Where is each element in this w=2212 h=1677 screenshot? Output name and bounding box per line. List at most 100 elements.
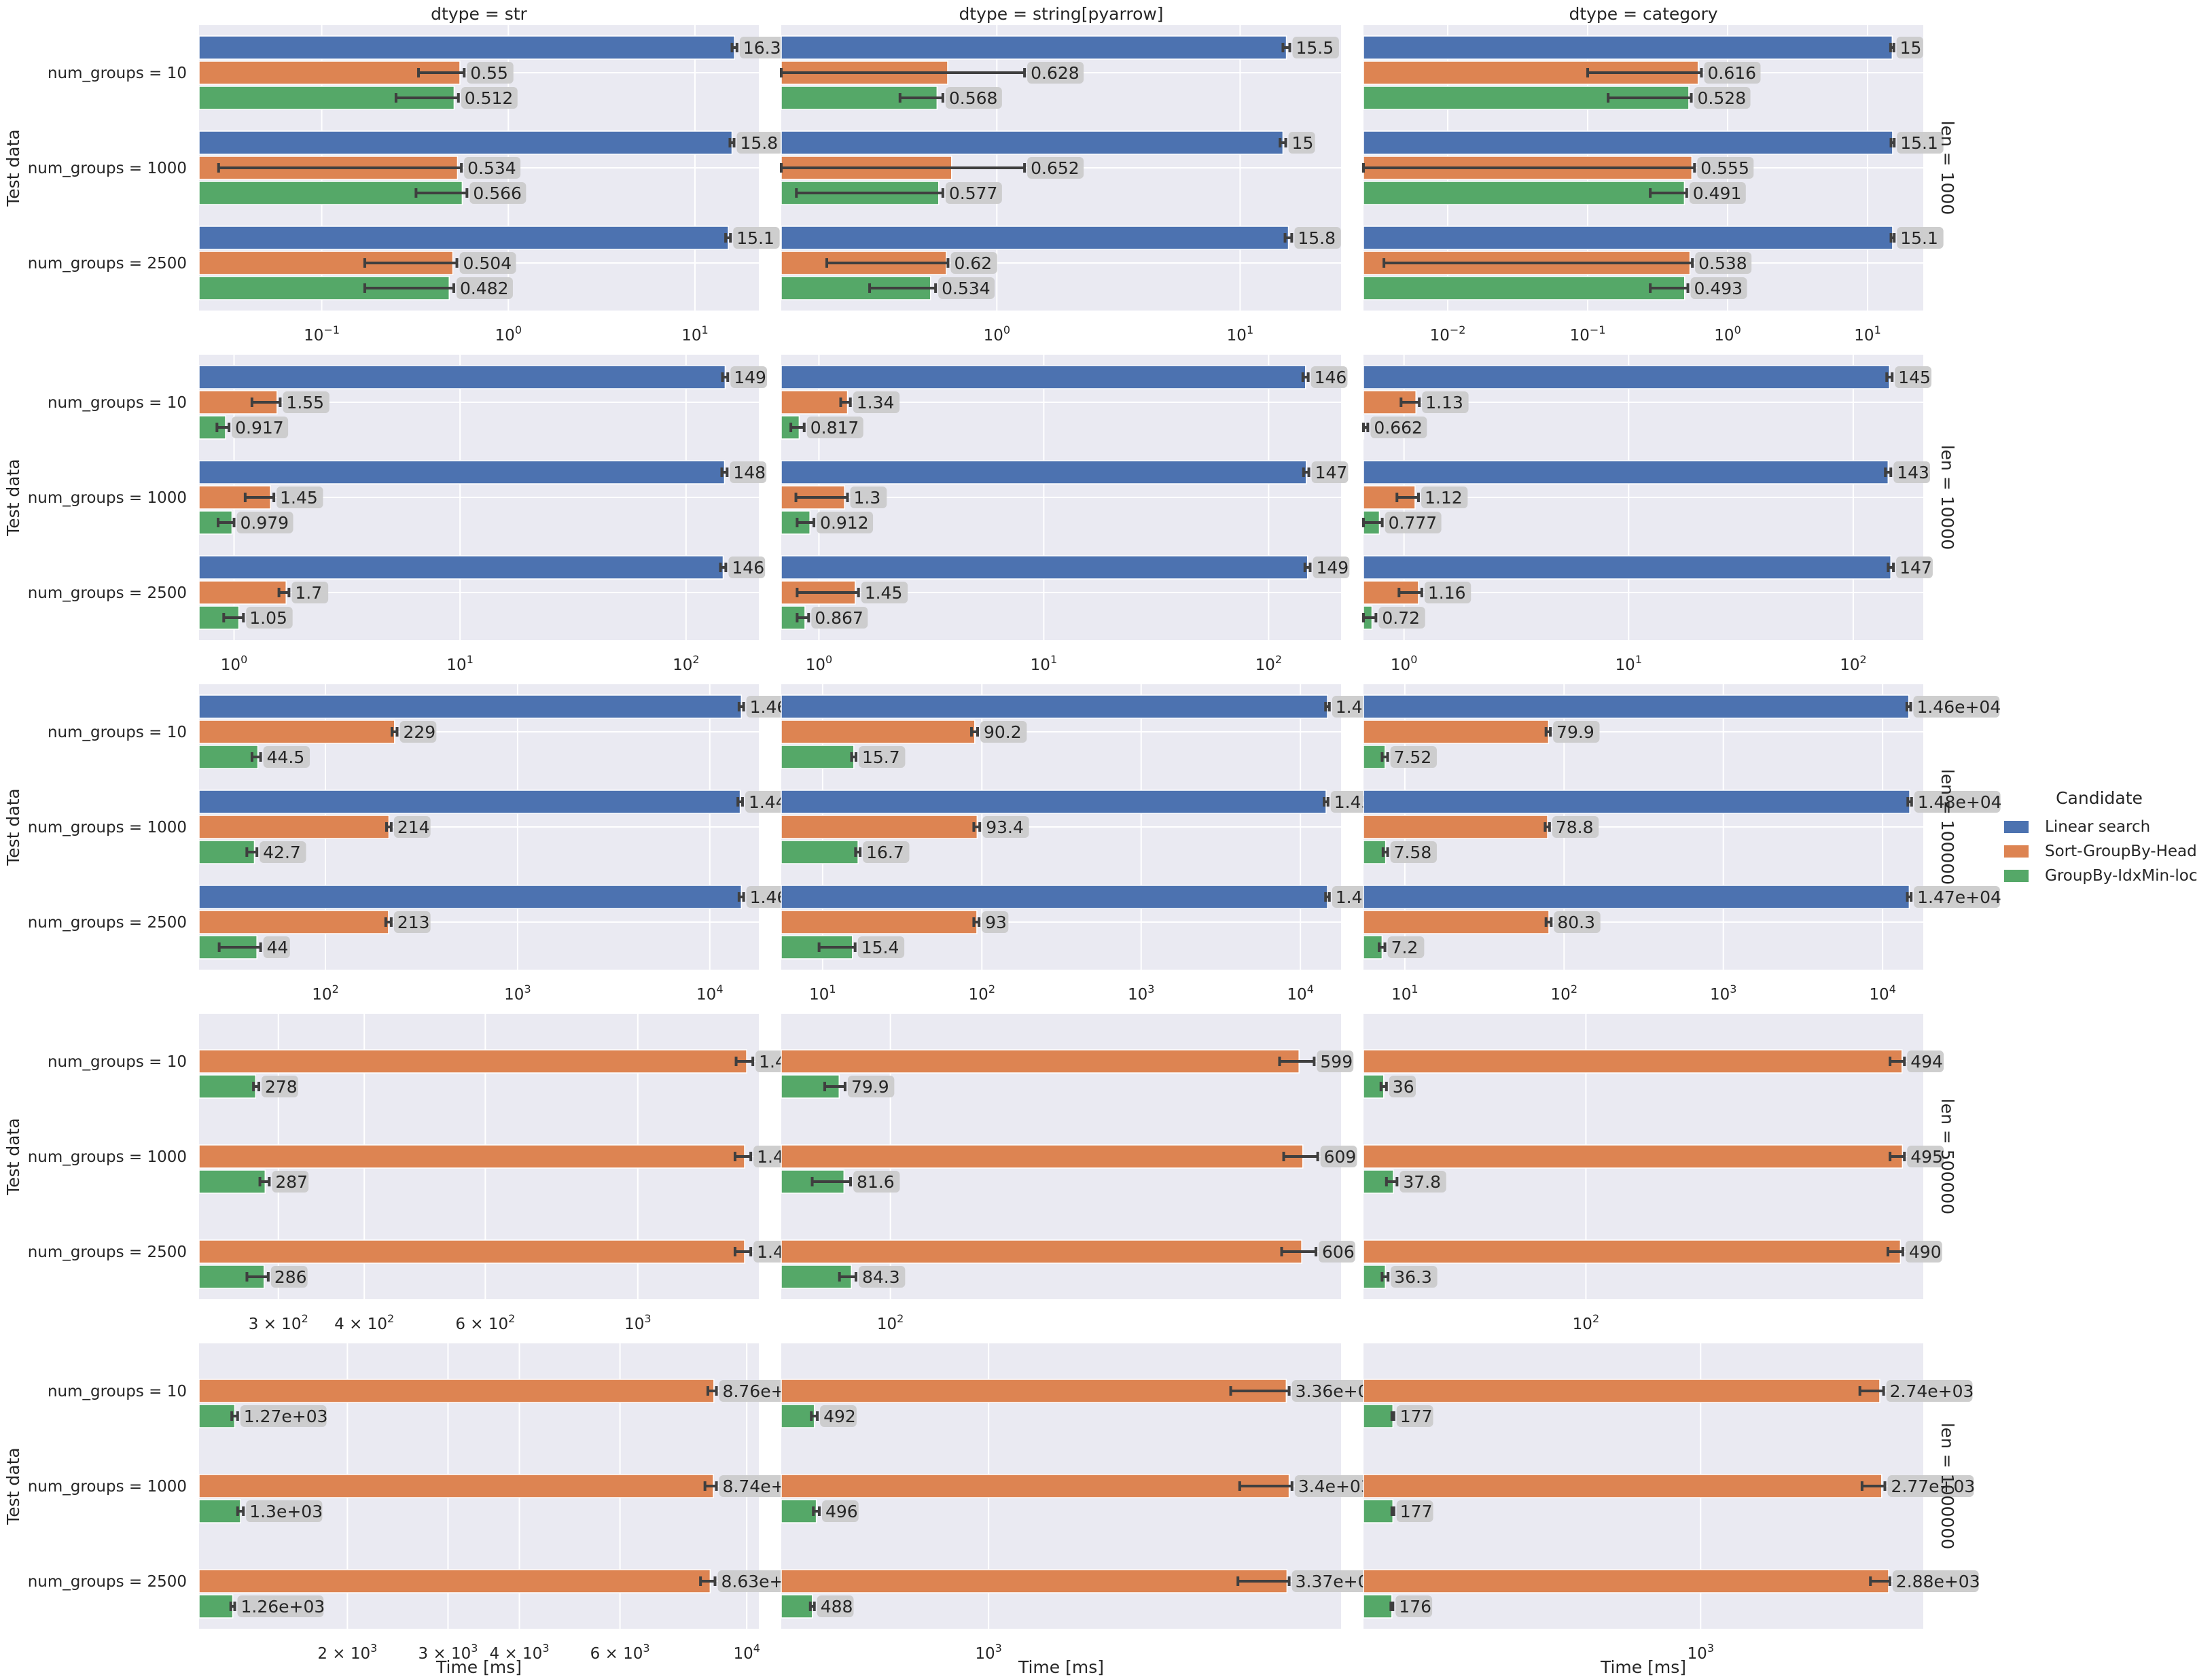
value-label-box (811, 607, 868, 629)
value-label: 0.504 (463, 253, 512, 273)
legend-swatch-groupby-idxmin-loc (2004, 870, 2029, 882)
bar-groupby-idxmin-loc (198, 1499, 241, 1523)
value-label: 1.3e+03 (249, 1502, 323, 1521)
value-label-box (728, 557, 766, 578)
value-label-box (237, 1595, 324, 1617)
value-label: 0.577 (949, 183, 998, 203)
value-label-box (820, 1405, 857, 1427)
bar-sort-groupby-head (1363, 1569, 1889, 1593)
bar-sort-groupby-head (781, 1379, 1287, 1403)
column-title: dtype = category (1569, 4, 1717, 24)
value-label-box (1914, 886, 2000, 908)
value-label: 149 (1316, 558, 1349, 578)
value-label-box (853, 1171, 900, 1193)
bar-linear-search (1363, 885, 1910, 909)
bar-groupby-idxmin-loc (1363, 1499, 1394, 1523)
value-label: 0.652 (1031, 158, 1080, 178)
value-label: 15.4 (861, 938, 899, 957)
value-label-box (1690, 277, 1747, 299)
value-label-box (399, 721, 437, 743)
y-tick-label: num_groups = 2500 (28, 255, 187, 272)
bar-linear-search (198, 885, 743, 909)
value-label-box (1396, 1405, 1433, 1427)
value-label: 488 (821, 1597, 853, 1617)
bar-sort-groupby-head (781, 815, 978, 839)
value-label-box (1294, 1475, 1372, 1497)
value-label-box (1391, 1266, 1438, 1288)
x-tick-label: 10−1 (304, 323, 340, 345)
value-label-box (1422, 391, 1469, 413)
value-label: 0.534 (467, 158, 516, 178)
value-label-box (982, 816, 1029, 838)
bar-linear-search (1363, 365, 1891, 389)
x-tick-label: 4 × 102 (334, 1312, 394, 1333)
value-label: 214 (397, 817, 430, 837)
value-label: 148 (733, 463, 766, 482)
bar-groupby-idxmin-loc (1363, 1594, 1393, 1619)
x-tick-label: 100 (495, 323, 522, 345)
x-tick-label: 6 × 102 (455, 1312, 515, 1333)
value-label-box (858, 1266, 906, 1288)
value-label-box (1893, 461, 1931, 483)
value-label: 176 (1399, 1597, 1431, 1617)
value-label: 1.45 (865, 583, 903, 603)
value-label-box (1907, 1146, 1944, 1167)
value-label-box (461, 87, 518, 109)
bar-linear-search (781, 555, 1308, 580)
row-title: len = 1000 (1938, 121, 1957, 215)
bar-linear-search (1363, 226, 1893, 250)
value-label: 1.48e+04 (1918, 792, 2002, 812)
value-label: 15.7 (862, 747, 900, 767)
value-label-box (467, 62, 514, 84)
value-label-box (1387, 936, 1425, 958)
value-label-box (736, 132, 783, 154)
bar-groupby-idxmin-loc (198, 1074, 257, 1099)
value-label: 0.538 (1698, 253, 1747, 273)
value-label-box (1421, 487, 1468, 508)
column-title: dtype = str (431, 4, 527, 24)
bar-sort-groupby-head (781, 720, 976, 744)
x-tick-label: 101 (1227, 323, 1253, 345)
x-tick-label: 103 (1688, 1642, 1714, 1663)
bar-groupby-idxmin-loc (198, 1594, 234, 1619)
value-label: 15.1 (736, 228, 774, 248)
value-label-box (857, 936, 905, 958)
value-label-box (945, 87, 1002, 109)
value-label: 1.12 (1425, 488, 1463, 508)
bar-sort-groupby-head (781, 1144, 1304, 1169)
y-tick-label: num_groups = 2500 (28, 584, 187, 602)
bar-groupby-idxmin-loc (781, 745, 855, 769)
bar-linear-search (781, 365, 1306, 389)
x-tick-label: 102 (1551, 983, 1577, 1004)
value-label-box (1291, 1570, 1378, 1592)
y-tick-label: num_groups = 2500 (28, 1243, 187, 1261)
bar-sort-groupby-head (198, 60, 461, 85)
value-label: 494 (1910, 1052, 1943, 1072)
value-label: 492 (823, 1407, 856, 1426)
bar-linear-search (198, 460, 726, 484)
value-label-box (263, 936, 290, 958)
value-label-box (1695, 252, 1752, 274)
y-tick-label: num_groups = 1000 (28, 819, 187, 836)
value-label: 287 (275, 1172, 308, 1192)
value-label-box (276, 487, 323, 508)
value-label-box (861, 582, 908, 603)
x-tick-label: 102 (1840, 653, 1866, 674)
value-label: 1.55 (286, 393, 324, 412)
value-label: 0.491 (1693, 183, 1742, 203)
bar-linear-search (781, 885, 1328, 909)
value-label: 1.13 (1425, 393, 1463, 412)
bar-linear-search (1363, 694, 1910, 719)
x-tick-label: 101 (1616, 653, 1642, 674)
value-label-box (806, 417, 863, 438)
value-label-box (283, 391, 329, 413)
value-label: 145 (1898, 368, 1931, 387)
value-label-box (1396, 1500, 1433, 1522)
value-label: 0.528 (1698, 88, 1747, 108)
x-tick-label: 104 (1287, 983, 1313, 1004)
value-label: 146 (732, 558, 764, 578)
value-label-box (469, 182, 527, 204)
value-label-box (1399, 1171, 1446, 1193)
value-label: 147 (1315, 463, 1348, 482)
value-label-box (291, 582, 329, 603)
